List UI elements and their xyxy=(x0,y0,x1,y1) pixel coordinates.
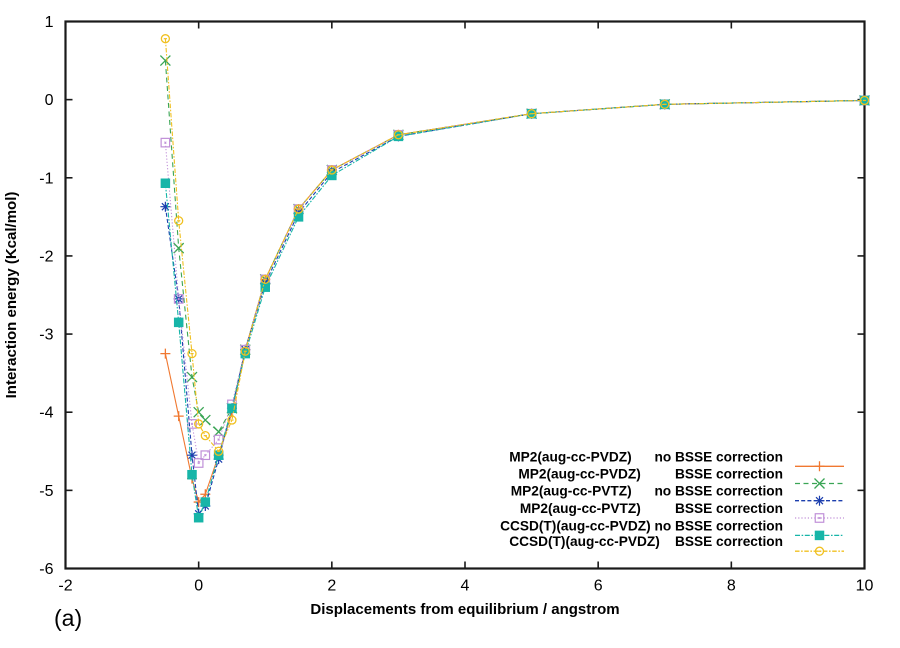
svg-text:MP2(aug-cc-PVTZ) no BSSE: MP2(aug-cc-PVTZ) no BSSE correction xyxy=(511,484,783,499)
svg-text:Displacements from equilibrium: Displacements from equilibrium / angstro… xyxy=(310,601,619,618)
svg-text:-5: -5 xyxy=(39,483,53,500)
svg-text:(a): (a) xyxy=(54,605,82,631)
svg-text:8: 8 xyxy=(727,578,736,595)
svg-text:1: 1 xyxy=(45,14,54,31)
svg-text:-1: -1 xyxy=(39,170,53,187)
svg-text:CCSD(T)(aug-cc-PVDZ) BSSE c: CCSD(T)(aug-cc-PVDZ) BSSE correction xyxy=(509,534,783,549)
svg-text:CCSD(T)(aug-cc-PVDZ) no BSSE c: CCSD(T)(aug-cc-PVDZ) no BSSE correction xyxy=(500,518,783,533)
svg-text:6: 6 xyxy=(594,578,603,595)
svg-text:0: 0 xyxy=(45,92,54,109)
svg-text:0: 0 xyxy=(194,578,203,595)
svg-text:-2: -2 xyxy=(58,578,72,595)
svg-text:MP2(aug-cc-PVDZ) BSSE: MP2(aug-cc-PVDZ) BSSE correction xyxy=(518,467,783,482)
svg-text:MP2(aug-cc-PVTZ) BSSE: MP2(aug-cc-PVTZ) BSSE correction xyxy=(520,501,783,516)
svg-text:10: 10 xyxy=(856,578,874,595)
svg-text:-6: -6 xyxy=(39,561,53,578)
svg-text:Interaction energy (Kcal/mol): Interaction energy (Kcal/mol) xyxy=(3,192,20,399)
svg-text:-2: -2 xyxy=(39,248,53,265)
svg-text:2: 2 xyxy=(327,578,336,595)
svg-text:MP2(aug-cc-PVDZ) no BSSE: MP2(aug-cc-PVDZ) no BSSE correction xyxy=(509,449,783,464)
svg-text:-4: -4 xyxy=(39,405,53,422)
svg-text:-3: -3 xyxy=(39,327,53,344)
svg-text:4: 4 xyxy=(461,578,470,595)
